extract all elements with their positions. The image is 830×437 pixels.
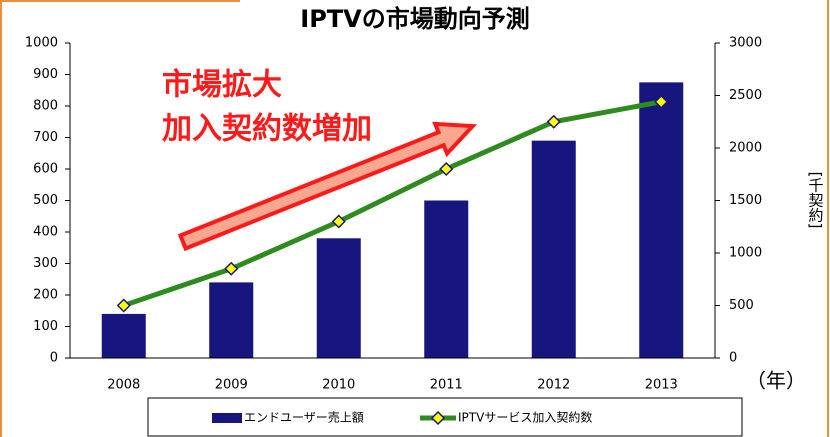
y-tick-label: 0: [50, 351, 58, 366]
legend-label: エンドユーザー売上額: [244, 410, 364, 425]
arrow: [177, 121, 478, 252]
y2-tick-label: 2500: [729, 88, 762, 103]
y-tick-label: 500: [33, 193, 58, 208]
marker: [116, 298, 131, 313]
legend-marker: [430, 410, 446, 426]
annotation: 市場拡大: [162, 68, 282, 103]
y2-axis-label: [千契約]: [807, 172, 825, 229]
y-tick-label: 600: [33, 162, 58, 177]
chart-title: IPTVの市場動向予測: [300, 5, 529, 33]
y-tick-label: 800: [33, 99, 58, 114]
y-tick-label: 1000: [25, 36, 58, 51]
bar: [101, 313, 146, 358]
marker: [224, 261, 239, 276]
x-tick-label: 2008: [107, 378, 140, 393]
y2-tick-label: 3000: [729, 36, 762, 51]
line: [122, 99, 662, 308]
y2-tick-label: 1000: [729, 246, 762, 261]
marker: [331, 214, 346, 229]
y2-tick-label: 500: [729, 298, 754, 313]
y2-tick-label: 2000: [729, 141, 762, 156]
x-tick-label: 2010: [322, 378, 355, 393]
y-tick-label: 300: [33, 256, 58, 271]
x-tick-label: 2012: [537, 378, 570, 393]
y-tick-label: 700: [33, 130, 58, 145]
marker: [439, 161, 454, 177]
legend-label: IPTVサービス加入契約数: [458, 410, 592, 425]
bar: [531, 140, 576, 358]
y2-tick-label: 0: [729, 351, 737, 366]
bar: [209, 282, 254, 358]
y-tick-label: 400: [33, 225, 58, 240]
y-tick-label: 900: [33, 67, 58, 82]
bar: [316, 238, 361, 358]
bar: [424, 200, 469, 358]
y-tick-label: 100: [33, 319, 58, 334]
x-axis-label: （年）: [746, 369, 806, 393]
annotation: 加入契約数増加: [162, 112, 372, 147]
bar: [639, 82, 684, 358]
marker: [546, 114, 561, 129]
x-tick-label: 2013: [645, 378, 678, 393]
y2-tick-label: 1500: [729, 193, 762, 208]
legend-swatch: [212, 413, 242, 423]
x-tick-label: 2011: [430, 378, 463, 393]
x-tick-label: 2009: [215, 378, 248, 393]
y-tick-label: 200: [33, 288, 58, 303]
marker: [654, 94, 669, 109]
